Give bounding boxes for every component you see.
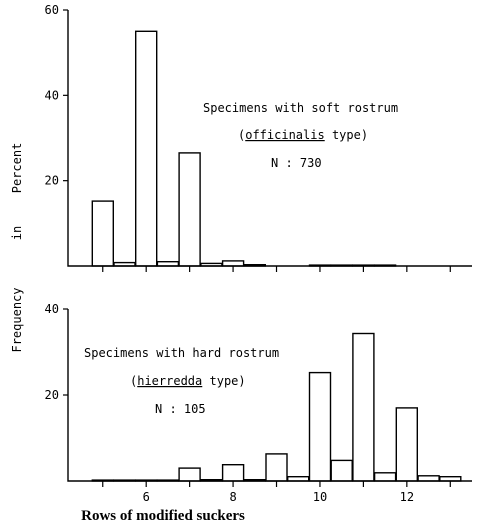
top-bar-4 <box>178 152 201 267</box>
top-annotation-type: type) <box>325 128 368 142</box>
ylabel-in: in <box>10 226 24 240</box>
top-panel: 20 40 60 Specimens with soft rostrum (offi… <box>45 3 472 272</box>
bottom-xticks: 6 8 10 12 <box>102 481 451 504</box>
bottom-xtick-label-2: 10 <box>313 490 327 504</box>
bottom-bar-8 <box>265 453 288 482</box>
bottom-ytick-label-1: 40 <box>45 302 59 316</box>
bottom-annotation-n: N : 105 <box>155 402 206 416</box>
top-bar-6 <box>221 260 245 267</box>
bottom-bar-12 <box>352 332 375 482</box>
bottom-xtick-label-1: 8 <box>229 490 236 504</box>
bottom-bar-14 <box>395 407 418 482</box>
bottom-annotation-open-paren: ( <box>130 374 137 388</box>
bottom-axes <box>67 309 472 482</box>
bottom-bar-11 <box>330 459 353 482</box>
bottom-annotation-line2: (hierredda type) <box>130 374 246 388</box>
ylabel-percent: Percent <box>10 143 24 194</box>
bottom-annotation: Specimens with hard rostrum (hierredda t… <box>84 346 279 416</box>
bottom-annotation-line1: Specimens with hard rostrum <box>84 346 279 360</box>
bottom-bar-15 <box>417 475 440 482</box>
bottom-bar-6 <box>221 464 245 482</box>
top-annotation: Specimens with soft rostrum (officinalis… <box>203 101 398 170</box>
bottom-xtick-label-0: 6 <box>143 490 150 504</box>
top-annotation-line2: (officinalis type) <box>238 128 368 142</box>
ylabel-frequency: Frequency <box>10 287 24 352</box>
top-ytick-label-0: 20 <box>45 174 59 188</box>
bottom-bars <box>91 332 462 482</box>
top-yticks: 20 40 60 <box>45 3 451 272</box>
bottom-annotation-type: type) <box>202 374 245 388</box>
x-axis-label: Rows of modified suckers <box>81 508 245 524</box>
bottom-annotation-species: hierredda <box>137 374 202 388</box>
bottom-ytick-label-0: 20 <box>45 388 59 402</box>
bottom-bar-13 <box>373 472 397 482</box>
bottom-xtick-label-3: 12 <box>400 490 414 504</box>
top-bar-0 <box>91 200 115 267</box>
top-annotation-open-paren: ( <box>238 128 245 142</box>
top-ytick-label-2: 60 <box>45 3 59 17</box>
bottom-bar-10 <box>308 371 332 482</box>
top-bars <box>91 30 397 267</box>
top-annotation-n: N : 730 <box>271 156 322 170</box>
top-annotation-line1: Specimens with soft rostrum <box>203 101 398 115</box>
top-bar-2 <box>134 30 158 267</box>
bottom-bar-4 <box>178 467 201 482</box>
top-ytick-label-1: 40 <box>45 88 59 102</box>
top-annotation-species: officinalis <box>245 128 324 142</box>
